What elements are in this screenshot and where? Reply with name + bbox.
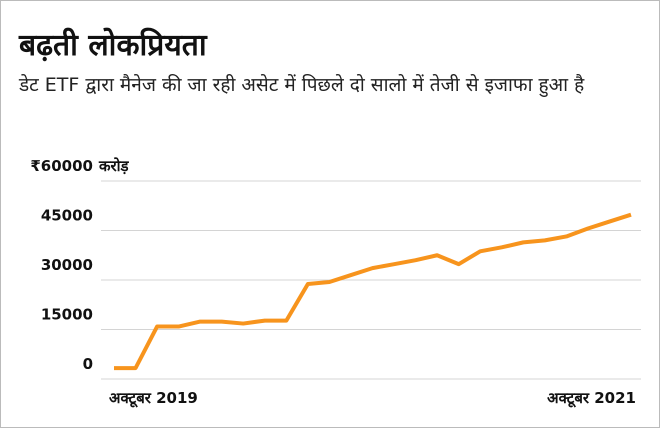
data-line	[114, 212, 632, 371]
chart-subtitle: डेट ETF द्वारा मैनेज की जा रही असेट में …	[19, 74, 585, 96]
x-tick-label: अक्टूबर 2021	[547, 389, 636, 408]
y-tick-label: 15000	[41, 306, 93, 324]
chart-title: बढ़ती लोकप्रियता	[19, 28, 207, 63]
y-unit: करोड़	[98, 157, 130, 175]
x-tick-label: अक्टूबर 2019	[109, 389, 198, 408]
y-tick-label: 0	[83, 355, 93, 373]
y-tick-label: ₹60000	[30, 157, 93, 175]
y-tick-label: 45000	[41, 207, 93, 225]
y-tick-label: 30000	[41, 256, 93, 274]
